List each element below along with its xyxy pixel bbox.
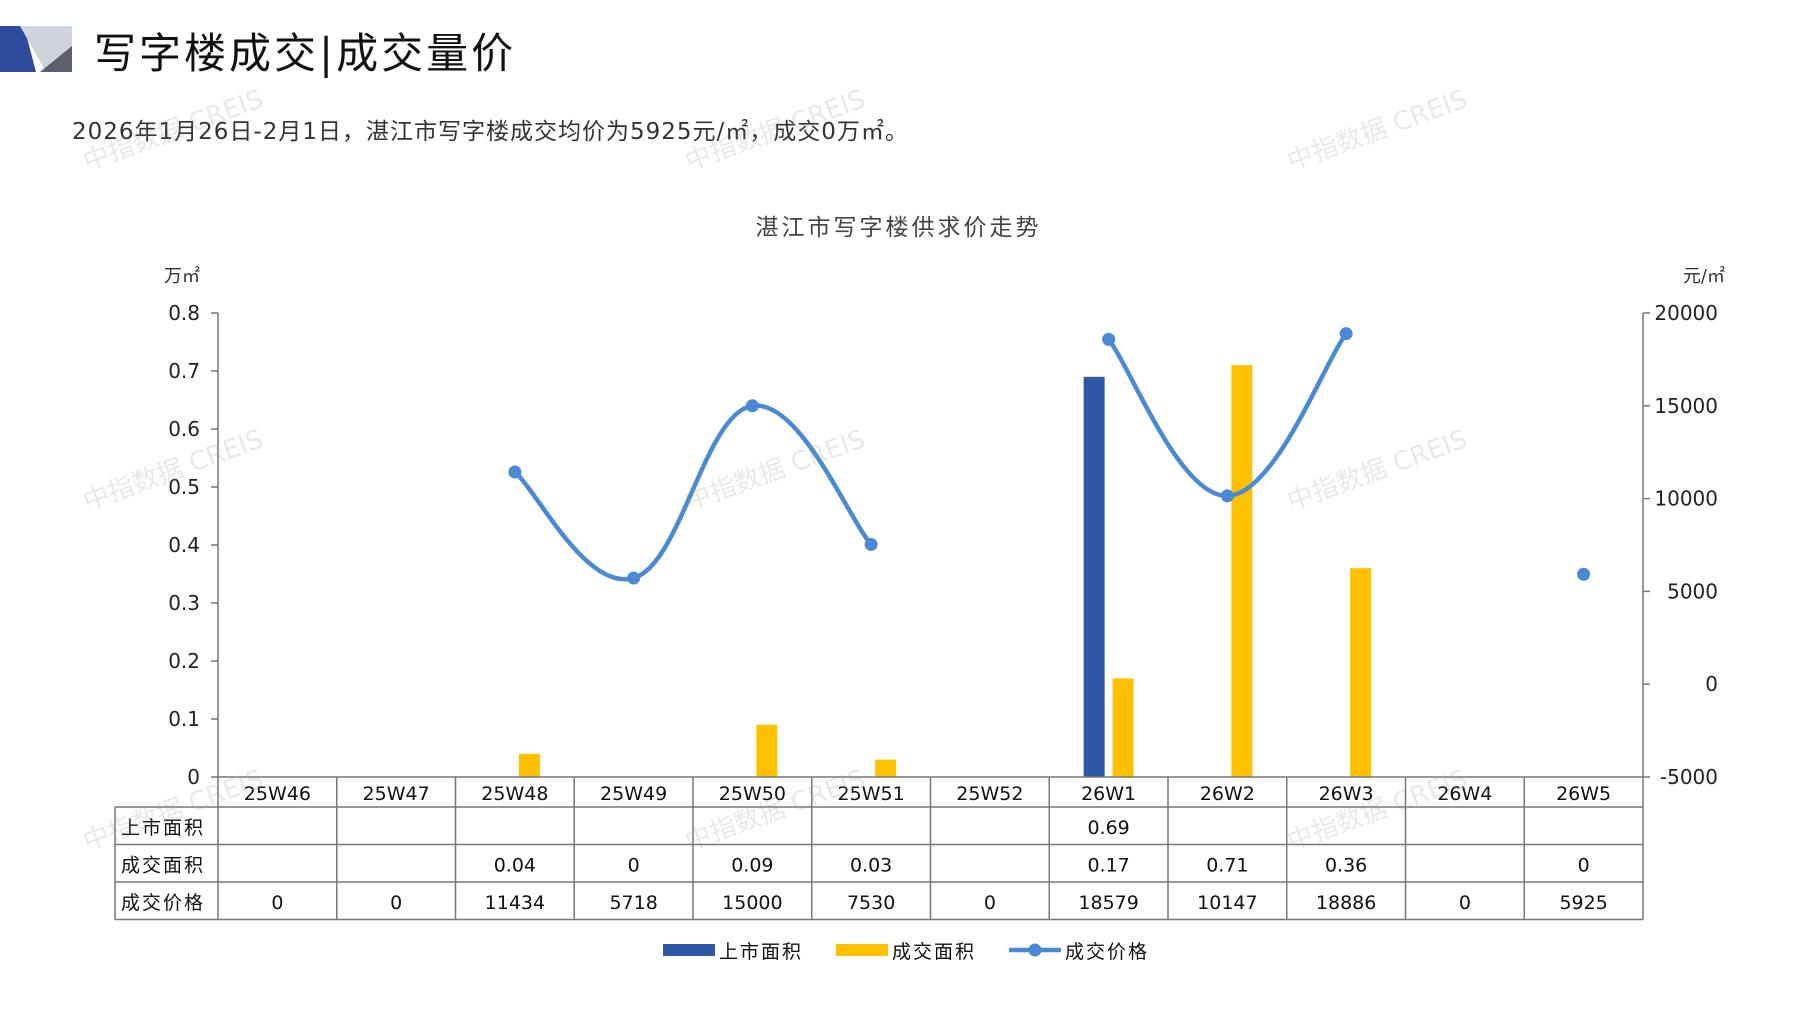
right-tick-label: -5000 <box>1660 765 1718 789</box>
price-point <box>627 571 641 585</box>
table-cell: 0 <box>984 892 996 914</box>
price-point <box>864 537 878 551</box>
table-cell: 0.17 <box>1087 855 1129 877</box>
price-line <box>512 403 874 582</box>
right-tick-label: 15000 <box>1654 394 1718 418</box>
table-cell: 0 <box>1459 892 1471 914</box>
left-tick-label: 0.5 <box>168 475 200 499</box>
x-tick-label: 25W51 <box>838 783 905 805</box>
legend-label-price: 成交价格 <box>1065 941 1149 963</box>
bar-deal <box>1350 568 1372 777</box>
right-tick-label: 0 <box>1705 672 1718 696</box>
legend-label-supply: 上市面积 <box>719 941 803 963</box>
table-cell: 0 <box>1578 855 1590 877</box>
table-cell: 0.03 <box>850 855 892 877</box>
table-cell: 0 <box>628 855 640 877</box>
legend-marker-price <box>1028 943 1042 957</box>
left-tick-label: 0.4 <box>168 533 200 557</box>
left-tick-label: 0.3 <box>168 591 200 615</box>
chart-title: 湛江市写字楼供求价走势 <box>755 215 1042 241</box>
table-cell: 0.36 <box>1325 855 1367 877</box>
price-point <box>1577 567 1591 581</box>
table-cell: 18886 <box>1316 892 1376 914</box>
right-axis-unit: 元/㎡ <box>1683 265 1725 287</box>
table-cell: 0.71 <box>1206 855 1248 877</box>
right-tick-label: 5000 <box>1667 579 1718 603</box>
x-tick-label: 25W49 <box>600 783 667 805</box>
left-tick-label: 0.6 <box>168 417 200 441</box>
table-row-label: 上市面积 <box>121 817 205 839</box>
left-tick-label: 0 <box>187 765 200 789</box>
summary-text: 2026年1月26日-2月1日，湛江市写字楼成交均价为5925元/㎡，成交0万㎡… <box>72 119 909 145</box>
table-cell: 5925 <box>1559 892 1607 914</box>
price-point <box>745 399 759 413</box>
left-tick-label: 0.8 <box>168 301 200 325</box>
table-cell: 11434 <box>485 892 545 914</box>
table-cell: 0 <box>390 892 402 914</box>
x-tick-label: 26W1 <box>1081 783 1136 805</box>
left-tick-label: 0.7 <box>168 359 200 383</box>
table-cell: 0 <box>271 892 283 914</box>
bar-deal <box>518 753 540 777</box>
x-tick-label: 25W46 <box>244 783 311 805</box>
table-cell: 18579 <box>1078 892 1138 914</box>
table-cell: 0.09 <box>731 855 773 877</box>
x-tick-label: 26W4 <box>1437 783 1492 805</box>
price-point <box>1339 327 1353 341</box>
price-point <box>1220 489 1234 503</box>
legend-label-deal: 成交面积 <box>892 941 976 963</box>
left-axis-unit: 万㎡ <box>164 265 200 287</box>
bar-supply <box>1083 376 1105 777</box>
table-row-label: 成交面积 <box>121 855 205 877</box>
table-cell: 5718 <box>609 892 657 914</box>
x-tick-label: 26W3 <box>1319 783 1374 805</box>
table-row-label: 成交价格 <box>121 892 205 914</box>
x-tick-label: 26W5 <box>1556 783 1611 805</box>
legend-swatch-deal <box>836 944 888 956</box>
price-point <box>1102 332 1116 346</box>
x-tick-label: 25W52 <box>956 783 1023 805</box>
x-tick-label: 26W2 <box>1200 783 1255 805</box>
table-cell: 0.04 <box>494 855 536 877</box>
header-logo-shapes <box>0 26 72 72</box>
left-tick-label: 0.2 <box>168 649 200 673</box>
bar-deal <box>1112 678 1134 777</box>
page-title: 写字楼成交|成交量价 <box>94 29 517 78</box>
right-tick-label: 20000 <box>1654 301 1718 325</box>
bar-deal <box>1231 365 1253 777</box>
table-cell: 15000 <box>722 892 782 914</box>
right-tick-label: 10000 <box>1654 487 1718 511</box>
x-tick-label: 25W48 <box>481 783 548 805</box>
bar-deal <box>756 724 778 777</box>
table-cell: 0.69 <box>1087 817 1129 839</box>
left-tick-label: 0.1 <box>168 707 200 731</box>
legend-swatch-supply <box>663 944 715 956</box>
bar-deal <box>875 759 897 777</box>
x-tick-label: 25W47 <box>363 783 430 805</box>
price-point <box>508 465 522 479</box>
price-line <box>1106 331 1349 499</box>
table-cell: 7530 <box>847 892 895 914</box>
table-cell: 10147 <box>1197 892 1257 914</box>
x-tick-label: 25W50 <box>719 783 786 805</box>
